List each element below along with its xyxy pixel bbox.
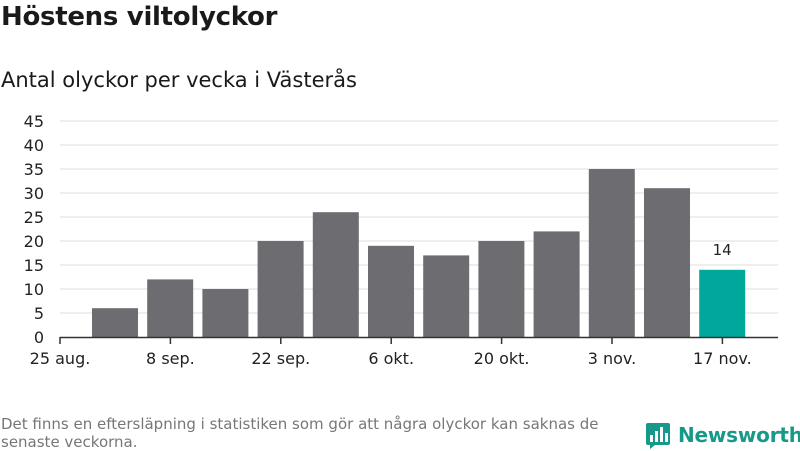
bar: [202, 289, 249, 337]
bar-chart-logo-icon: [646, 423, 670, 449]
x-tick-label: 3 nov.: [588, 349, 637, 368]
y-tick-label: 0: [34, 328, 44, 347]
bar: [312, 212, 359, 337]
x-tick-label: 22 sep.: [251, 349, 310, 368]
x-tick-label: 6 okt.: [368, 349, 414, 368]
y-tick-label: 10: [24, 280, 44, 299]
y-tick-label: 30: [24, 184, 44, 203]
bar: [644, 188, 690, 337]
bar: [423, 255, 470, 337]
bar: [257, 241, 304, 337]
bar: [533, 231, 580, 337]
y-tick-label: 15: [24, 256, 44, 275]
y-tick-label: 25: [24, 208, 44, 227]
data-label: 14: [713, 241, 732, 259]
chart-title: Höstens viltolyckor: [1, 2, 278, 32]
bar: [92, 308, 138, 337]
brand-logo: Newsworthy: [645, 419, 800, 451]
x-tick-label: 25 aug.: [30, 349, 91, 368]
footnote: Det finns en eftersläpning i statistiken…: [1, 415, 599, 451]
x-tick-label: 20 okt.: [474, 349, 530, 368]
x-tick-label: 17 nov.: [693, 349, 752, 368]
y-tick-label: 45: [24, 112, 44, 131]
bar-chart: 0 5 10 15 20 25 30 35 40 45 14 25 aug. 8 sep. 22 sep.…: [24, 112, 778, 368]
bar: [588, 169, 635, 337]
y-tick-label: 35: [24, 160, 44, 179]
brand-name: Newsworthy: [678, 423, 800, 447]
y-tick-label: 5: [34, 304, 44, 323]
chart-subtitle: Antal olyckor per vecka i Västerås: [1, 68, 357, 92]
bar: [699, 269, 746, 337]
bar: [478, 241, 525, 337]
bar: [368, 245, 414, 337]
y-tick-label: 20: [24, 232, 44, 251]
x-tick-label: 8 sep.: [146, 349, 195, 368]
bar: [147, 279, 194, 337]
y-tick-label: 40: [24, 136, 44, 155]
